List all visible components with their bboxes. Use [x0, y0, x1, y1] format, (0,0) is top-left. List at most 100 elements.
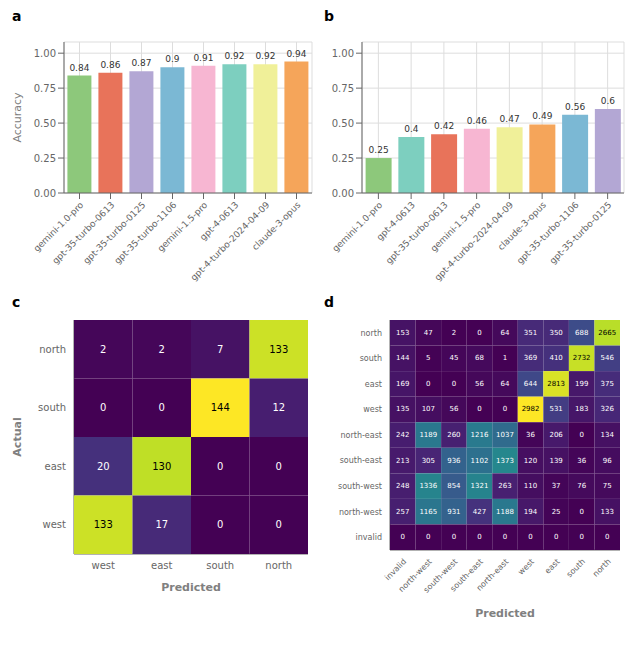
svg-text:0.75: 0.75: [34, 83, 56, 94]
svg-text:north: north: [361, 329, 382, 338]
svg-text:213: 213: [396, 457, 409, 465]
svg-text:133: 133: [94, 519, 113, 530]
svg-text:7: 7: [217, 344, 223, 355]
svg-text:gemini-1.5-pro: gemini-1.5-pro: [156, 200, 210, 254]
svg-text:260: 260: [447, 431, 460, 439]
svg-text:1: 1: [503, 354, 507, 362]
svg-text:17: 17: [155, 519, 168, 530]
svg-text:0: 0: [477, 329, 481, 337]
svg-text:45: 45: [449, 354, 458, 362]
svg-text:248: 248: [396, 482, 409, 490]
svg-text:326: 326: [601, 405, 615, 413]
svg-text:153: 153: [396, 329, 409, 337]
svg-text:0.46: 0.46: [467, 116, 487, 126]
svg-text:2732: 2732: [573, 354, 591, 362]
svg-text:1189: 1189: [419, 431, 437, 439]
svg-text:68: 68: [475, 354, 484, 362]
svg-text:0: 0: [579, 508, 583, 516]
svg-text:351: 351: [524, 329, 537, 337]
svg-text:96: 96: [603, 457, 612, 465]
svg-text:west: west: [92, 560, 116, 571]
svg-text:130: 130: [152, 461, 171, 472]
svg-text:644: 644: [524, 380, 538, 388]
svg-text:427: 427: [473, 508, 486, 516]
svg-text:gemini-1.0-pro: gemini-1.0-pro: [330, 200, 384, 254]
svg-text:gpt-35-turbo-1106: gpt-35-turbo-1106: [515, 200, 581, 266]
svg-text:64: 64: [501, 380, 510, 388]
svg-text:133: 133: [269, 344, 288, 355]
svg-text:gpt-35-turbo-0125: gpt-35-turbo-0125: [548, 200, 614, 266]
svg-text:1188: 1188: [496, 508, 514, 516]
svg-text:0: 0: [477, 533, 481, 541]
svg-text:0: 0: [452, 380, 456, 388]
svg-text:0: 0: [579, 533, 583, 541]
svg-text:east: east: [543, 557, 561, 575]
svg-text:gpt-35-turbo-0613: gpt-35-turbo-0613: [384, 200, 450, 266]
svg-text:1.00: 1.00: [332, 48, 354, 59]
svg-text:56: 56: [449, 405, 458, 413]
svg-text:0: 0: [452, 533, 456, 541]
svg-text:2: 2: [452, 329, 456, 337]
svg-text:0: 0: [217, 519, 223, 530]
svg-text:531: 531: [549, 405, 562, 413]
svg-text:0.25: 0.25: [34, 153, 56, 164]
svg-text:invalid: invalid: [356, 533, 382, 542]
svg-text:0: 0: [276, 461, 282, 472]
svg-text:0.42: 0.42: [434, 121, 454, 131]
svg-text:south-west: south-west: [338, 482, 382, 491]
svg-text:56: 56: [475, 380, 484, 388]
svg-text:139: 139: [549, 457, 562, 465]
svg-text:257: 257: [396, 508, 409, 516]
svg-text:688: 688: [575, 329, 588, 337]
svg-text:0.00: 0.00: [332, 188, 354, 199]
svg-text:south-east: south-east: [340, 456, 382, 465]
svg-text:north-west: north-west: [339, 508, 382, 517]
svg-text:0.9: 0.9: [165, 54, 180, 64]
svg-text:0.25: 0.25: [332, 153, 354, 164]
svg-text:0.56: 0.56: [565, 102, 585, 112]
svg-text:2665: 2665: [598, 329, 616, 337]
svg-text:north: north: [265, 560, 292, 571]
svg-text:0.91: 0.91: [193, 53, 213, 63]
svg-text:1.00: 1.00: [34, 48, 56, 59]
svg-text:0.75: 0.75: [332, 83, 354, 94]
svg-text:Predicted: Predicted: [161, 581, 221, 594]
svg-text:west: west: [363, 405, 382, 414]
svg-text:2982: 2982: [522, 405, 540, 413]
svg-text:305: 305: [422, 457, 435, 465]
svg-text:242: 242: [396, 431, 409, 439]
svg-text:0.84: 0.84: [69, 63, 89, 73]
svg-text:169: 169: [396, 380, 409, 388]
svg-text:0.25: 0.25: [369, 145, 389, 155]
svg-text:west: west: [43, 519, 67, 530]
svg-text:194: 194: [524, 508, 538, 516]
svg-text:1216: 1216: [471, 431, 489, 439]
svg-text:0: 0: [528, 533, 532, 541]
svg-text:west: west: [516, 557, 536, 577]
svg-text:0: 0: [276, 519, 282, 530]
svg-text:Predicted: Predicted: [475, 607, 535, 620]
svg-text:546: 546: [601, 354, 615, 362]
svg-text:north-east: north-east: [475, 557, 511, 593]
svg-text:25: 25: [552, 508, 561, 516]
svg-text:0: 0: [100, 402, 106, 413]
svg-text:0: 0: [503, 405, 507, 413]
svg-text:0.92: 0.92: [255, 51, 275, 61]
svg-text:2: 2: [159, 344, 165, 355]
svg-text:0: 0: [159, 402, 165, 413]
svg-text:0: 0: [554, 533, 558, 541]
svg-text:931: 931: [447, 508, 460, 516]
svg-text:1336: 1336: [419, 482, 437, 490]
svg-text:12: 12: [272, 402, 285, 413]
svg-text:375: 375: [601, 380, 614, 388]
svg-text:134: 134: [601, 431, 615, 439]
svg-text:0.50: 0.50: [34, 118, 56, 129]
svg-text:0: 0: [426, 380, 430, 388]
svg-text:206: 206: [549, 431, 563, 439]
svg-text:1321: 1321: [471, 482, 489, 490]
svg-text:37: 37: [552, 482, 561, 490]
svg-text:369: 369: [524, 354, 537, 362]
svg-text:133: 133: [601, 508, 614, 516]
svg-text:0: 0: [503, 533, 507, 541]
svg-text:0.50: 0.50: [332, 118, 354, 129]
